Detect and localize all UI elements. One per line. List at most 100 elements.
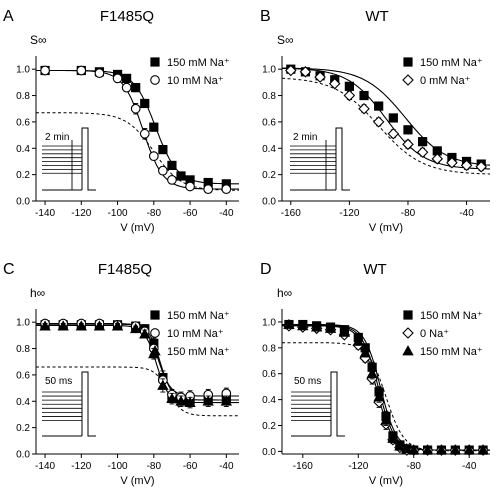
data-point xyxy=(148,151,159,162)
legend-label: 150 mM Na⁺ xyxy=(167,57,230,69)
data-point xyxy=(338,326,351,337)
data-point xyxy=(158,144,168,155)
legend-label: 10 mM Na⁺ xyxy=(167,75,224,87)
data-point xyxy=(402,138,414,151)
legend-label: 150 mM Na⁺ xyxy=(167,346,230,358)
y-tick-label: 0.0 xyxy=(16,450,30,461)
fit-curve xyxy=(282,323,490,451)
data-point xyxy=(352,335,364,346)
fit-curve-dashed xyxy=(36,366,239,417)
panel-letter: B xyxy=(260,8,271,25)
x-tick-label: -120 xyxy=(339,208,359,219)
inset-protocol: 50 ms xyxy=(42,371,96,437)
inset-protocol: 2 min xyxy=(290,127,350,191)
data-point xyxy=(221,184,232,194)
x-tick-label: -80 xyxy=(147,208,162,219)
data-point xyxy=(416,146,429,159)
inset-protocol: 50 ms xyxy=(291,371,345,437)
x-tick-label: -40 xyxy=(219,208,234,219)
legend-marker xyxy=(150,328,160,338)
panel-title: F1485Q xyxy=(100,8,154,25)
inset-test-pulse xyxy=(81,127,96,191)
y-tick-label: 1.0 xyxy=(262,317,276,328)
data-point xyxy=(408,444,420,455)
x-tick-label: -120 xyxy=(71,208,91,219)
data-point xyxy=(111,320,124,331)
data-point xyxy=(463,444,475,455)
data-point xyxy=(112,73,123,84)
data-point xyxy=(131,83,141,93)
data-point xyxy=(387,127,400,140)
data-point xyxy=(220,395,232,406)
data-point xyxy=(40,65,50,76)
y-axis-label: S∞ xyxy=(277,33,294,47)
data-point xyxy=(283,318,295,329)
x-tick-label: -60 xyxy=(183,461,198,472)
x-tick-label: -120 xyxy=(71,461,91,472)
data-point xyxy=(446,156,458,169)
data-point xyxy=(140,98,150,109)
data-point xyxy=(121,82,132,93)
data-point xyxy=(310,321,323,332)
data-point xyxy=(130,103,141,114)
y-axis-label: S∞ xyxy=(30,33,47,47)
data-point xyxy=(373,391,385,402)
y-tick-label: 0.6 xyxy=(262,117,276,128)
legend-marker xyxy=(402,345,414,356)
data-point xyxy=(475,160,487,173)
fit-curve xyxy=(282,324,490,451)
data-point xyxy=(94,68,105,78)
x-tick-label: -120 xyxy=(348,461,368,472)
legend-marker xyxy=(403,57,413,67)
x-tick-label: -40 xyxy=(459,208,474,219)
inset-protocol: 2 min xyxy=(42,127,96,191)
panel-title: WT xyxy=(365,8,388,25)
data-point xyxy=(359,347,371,358)
panel-letter: C xyxy=(3,261,15,278)
data-point xyxy=(435,444,448,455)
legend-label: 150 mM Na⁺ xyxy=(420,310,483,322)
data-point xyxy=(176,171,186,181)
fit-curve-dashed xyxy=(282,342,490,452)
panel-d: D WT h∞ 0.0 0.2 0.4 0.6 0.8 1.0 -160 -120 -80 -40 V (… xyxy=(260,261,490,487)
inset-duration-label: 50 ms xyxy=(294,376,321,387)
legend-marker xyxy=(150,57,160,67)
data-point xyxy=(149,122,159,132)
x-axis-label: V (mV) xyxy=(369,222,403,234)
data-point xyxy=(175,395,187,406)
data-point xyxy=(39,320,51,331)
legend-label: 0 mM Na⁺ xyxy=(420,75,471,87)
x-axis-label: V (mV) xyxy=(120,475,154,487)
data-point xyxy=(401,442,413,454)
x-tick-label: -80 xyxy=(147,461,162,472)
y-tick-label: 0.0 xyxy=(262,197,276,208)
fit-curve xyxy=(282,325,490,451)
data-point xyxy=(358,102,370,115)
data-point xyxy=(387,432,399,443)
y-tick-label: 0.4 xyxy=(262,395,276,406)
series-1: 0 mM Na⁺ xyxy=(285,64,487,173)
y-tick-label: 0.2 xyxy=(16,170,30,181)
y-tick-label: 0.8 xyxy=(262,343,276,354)
x-tick-label: -140 xyxy=(35,461,55,472)
fit-curve xyxy=(282,67,490,170)
series-1: 0 Na⁺ xyxy=(283,320,489,456)
y-tick-label: 0.6 xyxy=(16,370,30,381)
data-point xyxy=(57,320,69,331)
y-tick-label: 0.4 xyxy=(262,144,276,155)
series-0: 150 mM Na⁺ xyxy=(286,57,486,169)
panel-title: F1485Q xyxy=(98,261,152,278)
y-tick-label: 0.8 xyxy=(16,344,30,355)
inset-test-pulse xyxy=(330,371,345,437)
data-point xyxy=(285,64,297,77)
legend-marker xyxy=(150,310,160,320)
fit-curve-dashed xyxy=(282,77,490,175)
x-tick-label: -100 xyxy=(108,208,128,219)
legend-marker xyxy=(402,327,414,339)
panel-a: A F1485Q S∞ 0.0 0.2 0.4 0.6 0.8 1.0 -140 -120 -100 -… xyxy=(3,8,239,234)
y-tick-label: 0.2 xyxy=(16,423,30,434)
legend-marker xyxy=(403,310,413,320)
legend-label: 150 mM Na⁺ xyxy=(167,310,230,322)
x-tick-label: -60 xyxy=(183,208,198,219)
legend-marker xyxy=(149,345,161,356)
